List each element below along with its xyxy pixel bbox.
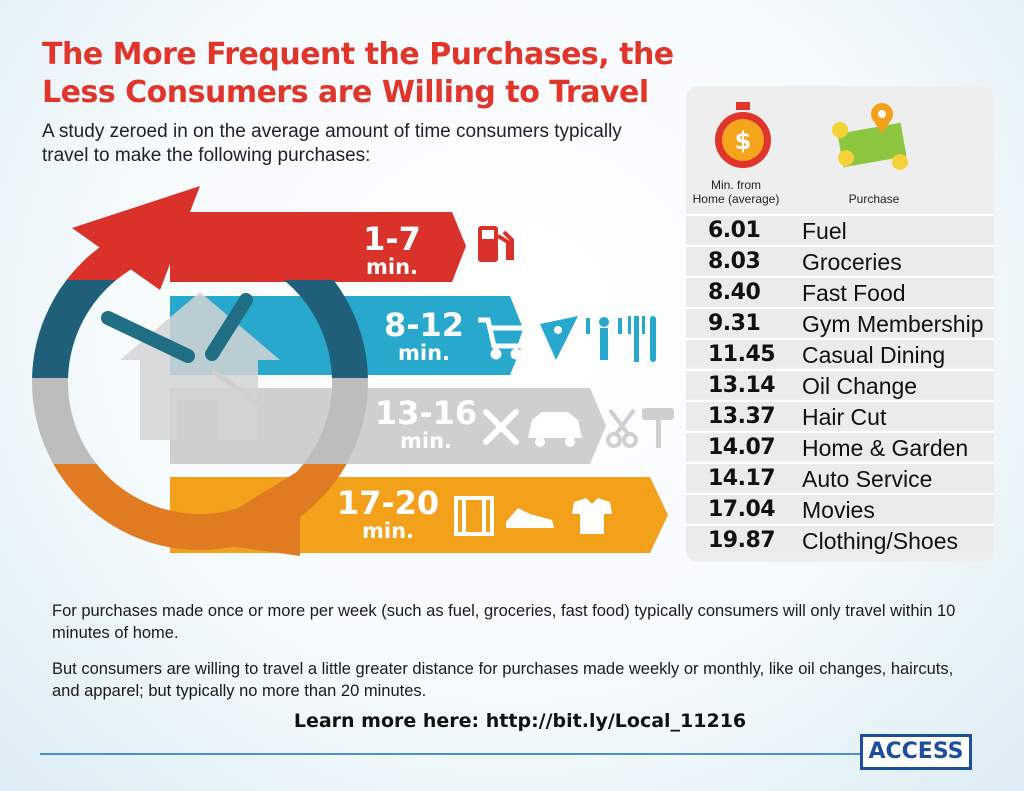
cycle-arrow-head-top: [72, 186, 200, 290]
row-minutes: 13.14: [708, 373, 776, 398]
fitness-person-icon: [586, 317, 622, 360]
lane-unit-4: min.: [362, 519, 414, 543]
svg-text:$: $: [735, 127, 752, 155]
row-purchase: Casual Dining: [802, 342, 946, 368]
money-location-icon: [832, 103, 908, 170]
subtitle: A study zeroed in on the average amount …: [42, 121, 622, 166]
access-logo: ACCESS: [860, 734, 972, 770]
house-icon: [120, 292, 280, 440]
film-strip-icon: [454, 496, 494, 536]
row-minutes: 13.37: [708, 404, 776, 429]
page-title: The More Frequent the Purchases, the Les…: [42, 36, 682, 112]
row-minutes: 9.31: [708, 311, 761, 336]
row-purchase: Hair Cut: [802, 404, 887, 430]
tools-icon: [483, 409, 519, 445]
row-purchase: Groceries: [802, 249, 902, 275]
row-purchase: Fuel: [802, 218, 847, 244]
sneaker-icon: [506, 508, 554, 528]
stopwatch-dollar-icon: $: [715, 102, 771, 168]
column-header-purchase: Purchase: [848, 192, 900, 206]
row-minutes: 8.03: [708, 249, 761, 274]
shopping-cart-icon: [478, 317, 530, 360]
shirt-icon: [572, 498, 612, 534]
footer-paragraph-2: But consumers are willing to travel a li…: [52, 660, 954, 700]
table-row: 8.40 Fast Food: [686, 276, 994, 306]
row-minutes: 6.01: [708, 218, 761, 243]
row-purchase: Home & Garden: [802, 435, 969, 461]
row-minutes: 17.04: [708, 497, 776, 522]
row-minutes: 14.17: [708, 466, 776, 491]
row-minutes: 19.87: [708, 528, 776, 553]
table-row: 13.37 Hair Cut: [686, 400, 994, 430]
table-row: 11.45 Casual Dining: [686, 338, 994, 368]
paint-roller-icon: [642, 408, 674, 448]
clock-hands-icon: [101, 293, 297, 431]
learn-more-link[interactable]: Learn more here: http://bit.ly/Local_112…: [293, 710, 747, 732]
table-row: 14.07 Home & Garden: [686, 431, 994, 461]
cycle-arrow-head-bottom: [186, 470, 300, 556]
lane-unit-3: min.: [400, 429, 452, 453]
table-row: 8.03 Groceries: [686, 245, 994, 275]
row-minutes: 11.45: [708, 342, 776, 367]
column-header-minutes-line-1: Min. from: [710, 178, 761, 192]
purchase-travel-table: $ Min. from Home (average) Purchase 6.01…: [686, 86, 994, 562]
fork-knife-icon: [628, 316, 656, 362]
table-row: 17.04 Movies: [686, 493, 994, 523]
footer-paragraph-1: For purchases made once or more per week…: [52, 602, 956, 642]
lane-unit-2: min.: [398, 341, 450, 365]
table-row: 6.01 Fuel: [686, 214, 994, 244]
scissors-icon: [606, 408, 638, 448]
footer-divider: [40, 753, 860, 755]
column-header-minutes-line-2: Home (average): [692, 192, 780, 206]
table-row: 19.87 Clothing/Shoes: [686, 524, 994, 554]
column-header-minutes: Min. from Home (average): [686, 178, 786, 206]
lane-range-4: 17-20: [337, 484, 439, 522]
row-purchase: Gym Membership: [802, 311, 984, 337]
table-row: 9.31 Gym Membership: [686, 307, 994, 337]
fuel-pump-icon: [478, 226, 514, 262]
lane-band-3: [170, 388, 606, 464]
title-line-2: Less Consumers are Willing to Travel: [42, 75, 649, 110]
lane-unit-1: min.: [366, 255, 418, 279]
car-icon: [528, 412, 582, 447]
table-row: 14.17 Auto Service: [686, 462, 994, 492]
table-row: 13.14 Oil Change: [686, 369, 994, 399]
row-purchase: Fast Food: [802, 280, 906, 306]
row-purchase: Clothing/Shoes: [802, 528, 958, 554]
title-line-1: The More Frequent the Purchases, the: [42, 37, 674, 72]
row-minutes: 8.40: [708, 280, 761, 305]
row-purchase: Oil Change: [802, 373, 918, 399]
row-purchase: Auto Service: [802, 466, 933, 492]
pizza-slice-icon: [540, 316, 578, 360]
row-purchase: Movies: [802, 497, 875, 523]
lane-range-3: 13-16: [375, 394, 477, 432]
table-rows: 6.01 Fuel 8.03 Groceries 8.40 Fast Food 9.31 Gy…: [686, 214, 994, 555]
lane-range-2: 8-12: [384, 306, 464, 344]
row-minutes: 14.07: [708, 435, 776, 460]
travel-time-illustration: 1-7 min. 8-12 min. 13-16 min. 17-20 min.: [32, 186, 674, 556]
lane-range-1: 1-7: [363, 220, 421, 258]
